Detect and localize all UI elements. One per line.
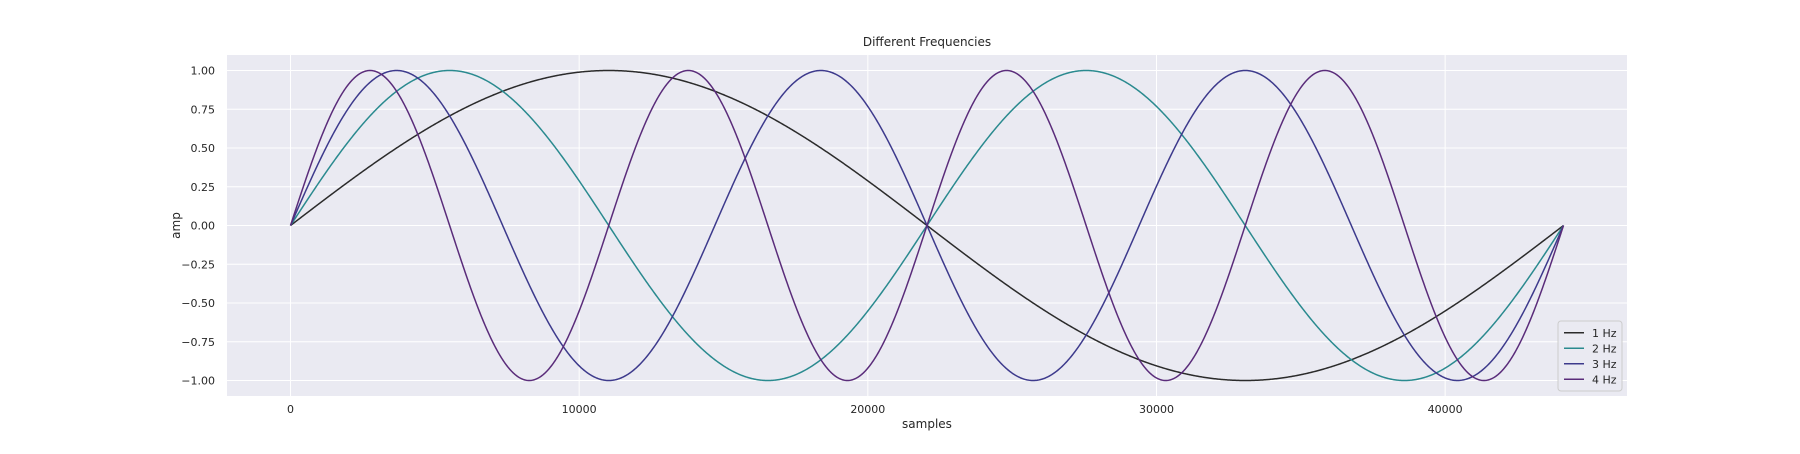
y-tick-label: −0.50 bbox=[181, 297, 215, 310]
x-tick-label: 40000 bbox=[1428, 403, 1463, 416]
x-axis-ticks: 0 10000 20000 30000 40000 bbox=[287, 403, 1463, 416]
y-tick-label: 0.50 bbox=[191, 142, 216, 155]
x-axis-label: samples bbox=[902, 417, 952, 431]
x-tick-label: 20000 bbox=[850, 403, 885, 416]
y-tick-label: −0.25 bbox=[181, 258, 215, 271]
y-axis-label: amp bbox=[169, 212, 183, 239]
series-lines bbox=[289, 69, 1565, 382]
y-tick-label: 0.00 bbox=[191, 220, 216, 233]
legend: 1 Hz 2 Hz 3 Hz 4 Hz bbox=[1557, 320, 1623, 392]
chart-title: Different Frequencies bbox=[863, 35, 991, 49]
x-tick-label: 10000 bbox=[562, 403, 597, 416]
y-tick-label: −0.75 bbox=[181, 336, 215, 349]
y-tick-label: −1.00 bbox=[181, 375, 215, 388]
legend-box bbox=[1557, 320, 1623, 392]
x-tick-label: 0 bbox=[287, 403, 294, 416]
y-tick-label: 1.00 bbox=[191, 65, 216, 78]
legend-label: 4 Hz bbox=[1592, 373, 1617, 386]
x-tick-label: 30000 bbox=[1139, 403, 1174, 416]
legend-label: 3 Hz bbox=[1592, 358, 1617, 371]
legend-label: 2 Hz bbox=[1592, 342, 1617, 355]
y-tick-label: 0.75 bbox=[191, 103, 216, 116]
y-axis-ticks: 1.00 0.75 0.50 0.25 0.00 −0.25 −0.50 −0.75 −1.00 bbox=[181, 65, 215, 388]
y-tick-label: 0.25 bbox=[191, 181, 216, 194]
legend-label: 1 Hz bbox=[1592, 327, 1617, 340]
series-line-4hz bbox=[289, 69, 1565, 382]
